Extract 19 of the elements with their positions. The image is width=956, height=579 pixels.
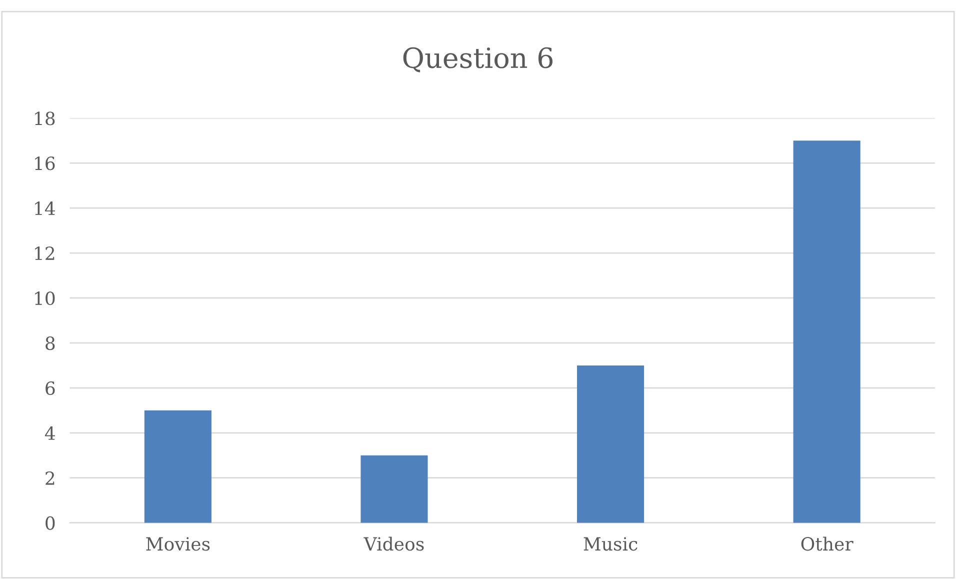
bar (793, 140, 860, 523)
y-tick-label: 4 (44, 426, 55, 440)
y-tick-label: 16 (35, 156, 55, 170)
chart-title: Question 6 (403, 47, 553, 72)
bar (360, 455, 428, 523)
y-tick-label: 10 (35, 291, 55, 306)
y-tick-label: 8 (46, 336, 55, 350)
y-tick-label: 12 (35, 246, 54, 260)
y-tick-label: 6 (46, 381, 55, 396)
y-tick-label: 0 (46, 516, 55, 530)
bar (577, 365, 644, 523)
y-tick-label: 14 (35, 202, 55, 215)
y-tick-label: 18 (35, 112, 55, 126)
x-tick-label: Videos (364, 536, 424, 551)
y-tick-label: 2 (46, 471, 54, 485)
bar (144, 410, 212, 523)
x-tick-label: Other (801, 536, 854, 551)
x-tick-label: Music (584, 537, 638, 551)
x-tick-label: Movies (146, 537, 210, 551)
